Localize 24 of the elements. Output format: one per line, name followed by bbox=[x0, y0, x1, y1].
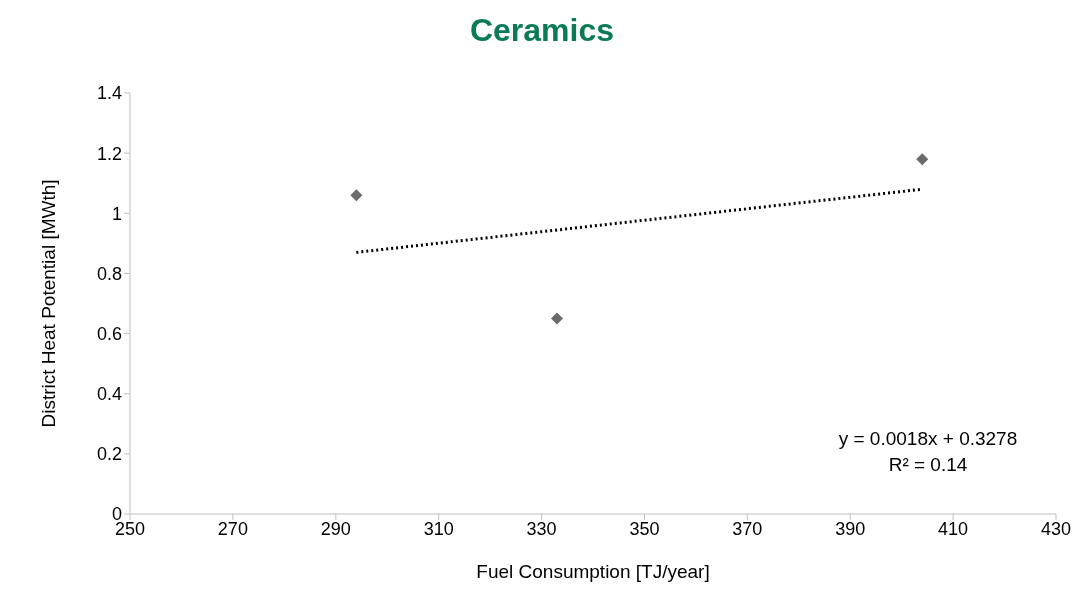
x-tick-label: 370 bbox=[732, 518, 763, 539]
y-tick-label: 0.2 bbox=[96, 444, 122, 465]
point bbox=[550, 312, 563, 325]
y-tick-label: 0.8 bbox=[96, 263, 122, 284]
y-tick-label: 1 bbox=[111, 203, 122, 224]
x-tick-label: 270 bbox=[217, 518, 248, 539]
x-tick-label: 390 bbox=[835, 518, 866, 539]
y-axis-title: District Heat Potential [MWth] bbox=[37, 179, 59, 428]
annotation: R² = 0.14 bbox=[887, 453, 969, 477]
x-tick-label: 290 bbox=[320, 518, 351, 539]
y-tick-label: 0.4 bbox=[96, 384, 122, 405]
x-axis-title: Fuel Consumption [TJ/year] bbox=[476, 561, 710, 582]
y-tick-label: 1.4 bbox=[96, 83, 122, 104]
chart-title: Ceramics bbox=[468, 12, 616, 49]
point bbox=[916, 153, 929, 166]
x-tick-label: 330 bbox=[526, 518, 557, 539]
point bbox=[350, 189, 363, 202]
y-tick-label: 1.2 bbox=[96, 143, 122, 164]
y-tick-label: 0.6 bbox=[96, 323, 122, 344]
annotation: y = 0.0018x + 0.3278 bbox=[837, 427, 1019, 451]
x-tick-label: 430 bbox=[1040, 518, 1072, 539]
x-tick-label: 410 bbox=[938, 518, 969, 539]
x-tick-label: 350 bbox=[629, 518, 660, 539]
x-tick-label: 310 bbox=[423, 518, 454, 539]
